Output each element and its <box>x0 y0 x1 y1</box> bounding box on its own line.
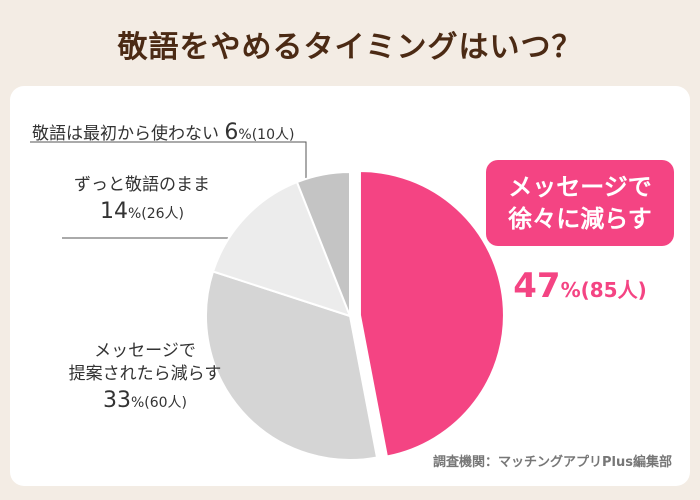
label-no-keigo-pct: 6 <box>224 120 239 145</box>
label-when-proposed-count: (60人) <box>144 394 188 411</box>
pie-chart <box>30 141 505 461</box>
label-always-keigo-unit: % <box>127 205 142 222</box>
label-always-keigo-pct: 14 <box>99 198 128 224</box>
highlight-pct-value: 47 <box>513 266 561 306</box>
label-when-proposed-line2: 提案されたら減らす <box>68 363 222 384</box>
highlight-pct: 47%(85人) <box>486 266 674 306</box>
label-when-proposed-line1: メッセージで <box>94 341 196 361</box>
label-always-keigo-text: ずっと敬語のまま <box>74 175 210 195</box>
leader-line-no-keigo <box>30 141 307 192</box>
label-no-keigo: 敬語は最初から使わない 6%(10人) <box>32 118 294 148</box>
highlight-pct-unit: % <box>560 278 581 302</box>
slice-gradual <box>358 170 505 458</box>
label-when-proposed-unit: % <box>130 394 145 411</box>
highlight-pct-count: (85人) <box>580 278 647 302</box>
source-credit: 調査機関：マッチングアプリPlus編集部 <box>433 455 672 470</box>
label-when-proposed: メッセージで 提案されたら減らす 33%(60人) <box>50 340 240 416</box>
slice-no-keigo <box>295 170 351 317</box>
highlight-label-box: メッセージで 徐々に減らす <box>486 160 674 246</box>
chart-card: 敬語は最初から使わない 6%(10人) ずっと敬語のまま 14%(26人) メッ… <box>10 86 690 486</box>
slice-when-proposed <box>205 270 379 461</box>
chart-title: 敬語をやめるタイミングはいつ？ <box>117 30 583 65</box>
label-always-keigo: ずっと敬語のまま 14%(26人) <box>72 174 212 227</box>
slice-always-keigo <box>211 180 352 318</box>
label-when-proposed-pct: 33 <box>102 387 131 413</box>
highlight-label-line1: メッセージで <box>508 172 652 201</box>
label-no-keigo-unit: % <box>238 127 252 143</box>
pie-slices <box>205 170 505 461</box>
label-no-keigo-text: 敬語は最初から使わない <box>32 124 219 144</box>
highlight-label-line2: 徐々に減らす <box>508 205 652 233</box>
label-no-keigo-count: (10人) <box>251 127 295 143</box>
leader-lines <box>30 141 307 239</box>
label-always-keigo-count: (26人) <box>141 205 185 222</box>
